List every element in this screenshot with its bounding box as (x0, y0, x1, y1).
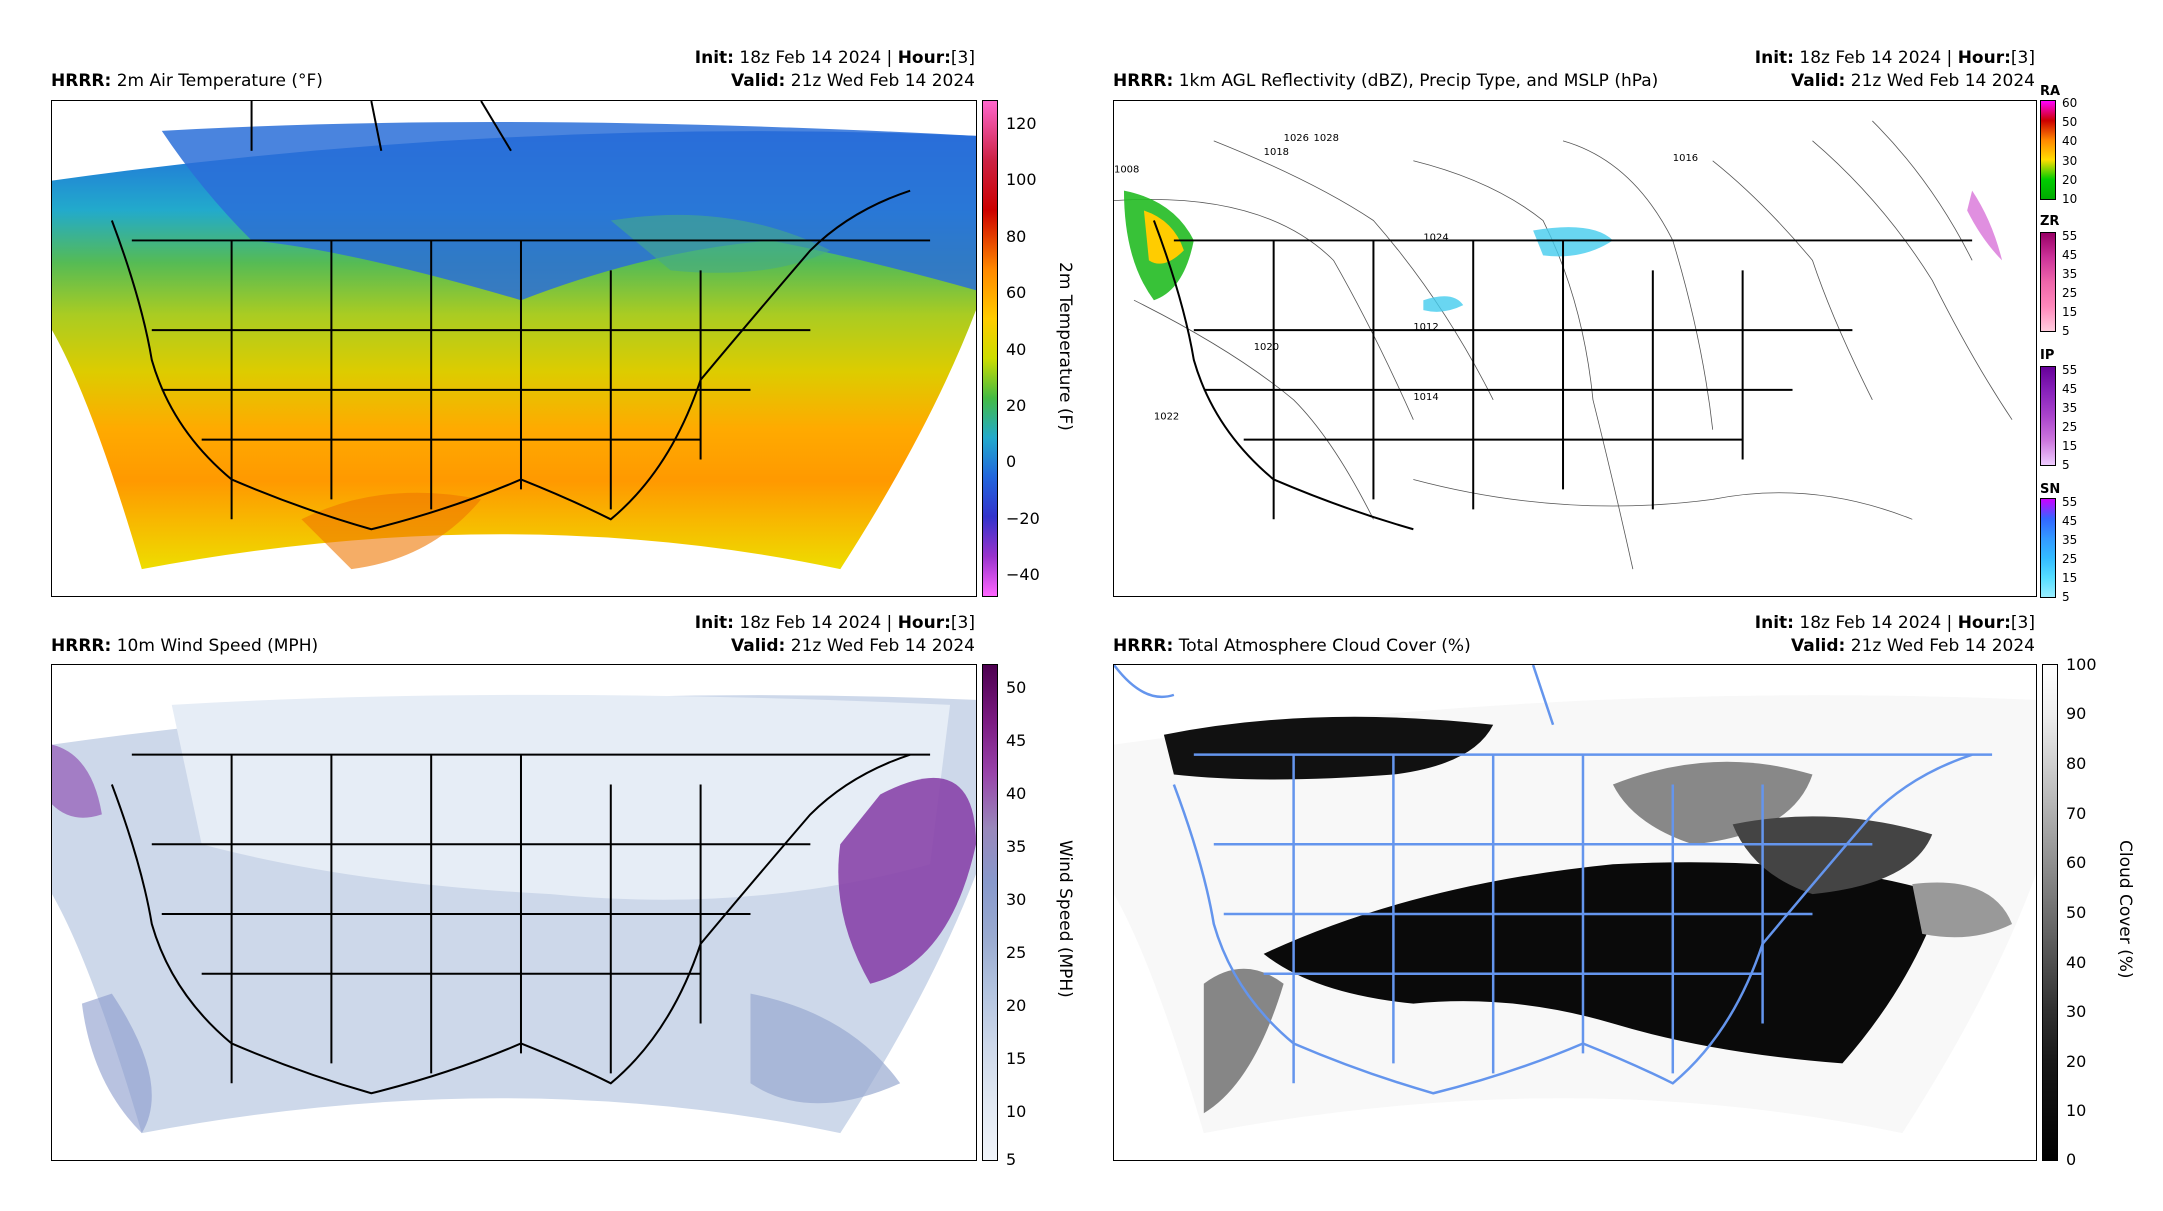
isobar-label: 1026 (1284, 133, 1309, 144)
cloud-colorbar (2042, 664, 2058, 1161)
init-line: Init: 18z Feb 14 2024 | Hour:[3] (1754, 613, 2035, 633)
temperature-colorbar (982, 100, 998, 597)
valid-line: Valid: 21z Wed Feb 14 2024 (731, 636, 975, 656)
isobar-label: 1008 (1114, 165, 1139, 176)
valid-line: Valid: 21z Wed Feb 14 2024 (1791, 636, 2035, 656)
panel-title: HRRR: Total Atmosphere Cloud Cover (%) (1113, 636, 1471, 656)
sn-colorbar (2040, 498, 2056, 598)
valid-line: Valid: 21z Wed Feb 14 2024 (1791, 71, 2035, 91)
init-line: Init: 18z Feb 14 2024 | Hour:[3] (694, 613, 975, 633)
init-line: Init: 18z Feb 14 2024 | Hour:[3] (1754, 48, 2035, 68)
cloud-colorbar-label: Cloud Cover (%) (2115, 840, 2135, 979)
wind-map[interactable] (51, 664, 977, 1161)
temperature-map[interactable] (51, 100, 977, 597)
isobar-label: 1018 (1264, 147, 1289, 158)
isobar-label: 1012 (1413, 322, 1438, 333)
panel-title: HRRR: 1km AGL Reflectivity (dBZ), Precip… (1113, 71, 1659, 91)
valid-line: Valid: 21z Wed Feb 14 2024 (731, 71, 975, 91)
zr-title: ZR (2040, 214, 2060, 229)
cloud-cover-map[interactable] (1113, 664, 2037, 1161)
sn-title: SN (2040, 482, 2061, 497)
temperature-colorbar-label: 2m Temperature (F) (1055, 262, 1075, 431)
init-line: Init: 18z Feb 14 2024 | Hour:[3] (694, 48, 975, 68)
reflectivity-map[interactable]: 1008 1012 1014 1016 1018 1020 1022 1024 … (1113, 100, 2037, 597)
isobar-labels: 1008 1012 1014 1016 1018 1020 1022 1024 … (1114, 133, 1698, 423)
panel-title: HRRR: 2m Air Temperature (°F) (51, 71, 323, 91)
wind-colorbar (982, 664, 998, 1161)
ra-title: RA (2040, 84, 2061, 99)
isobar-label: 1020 (1254, 342, 1279, 353)
ip-colorbar (2040, 366, 2056, 466)
isobar-label: 1028 (1314, 133, 1339, 144)
isobar-label: 1024 (1423, 232, 1448, 243)
isobar-label: 1014 (1413, 392, 1438, 403)
ra-colorbar (2040, 100, 2056, 200)
wind-colorbar-label: Wind Speed (MPH) (1055, 840, 1075, 998)
zr-colorbar (2040, 232, 2056, 332)
isobar-label: 1016 (1673, 153, 1698, 164)
panel-title: HRRR: 10m Wind Speed (MPH) (51, 636, 319, 656)
isobar-label: 1022 (1154, 412, 1179, 423)
ip-title: IP (2040, 348, 2055, 363)
